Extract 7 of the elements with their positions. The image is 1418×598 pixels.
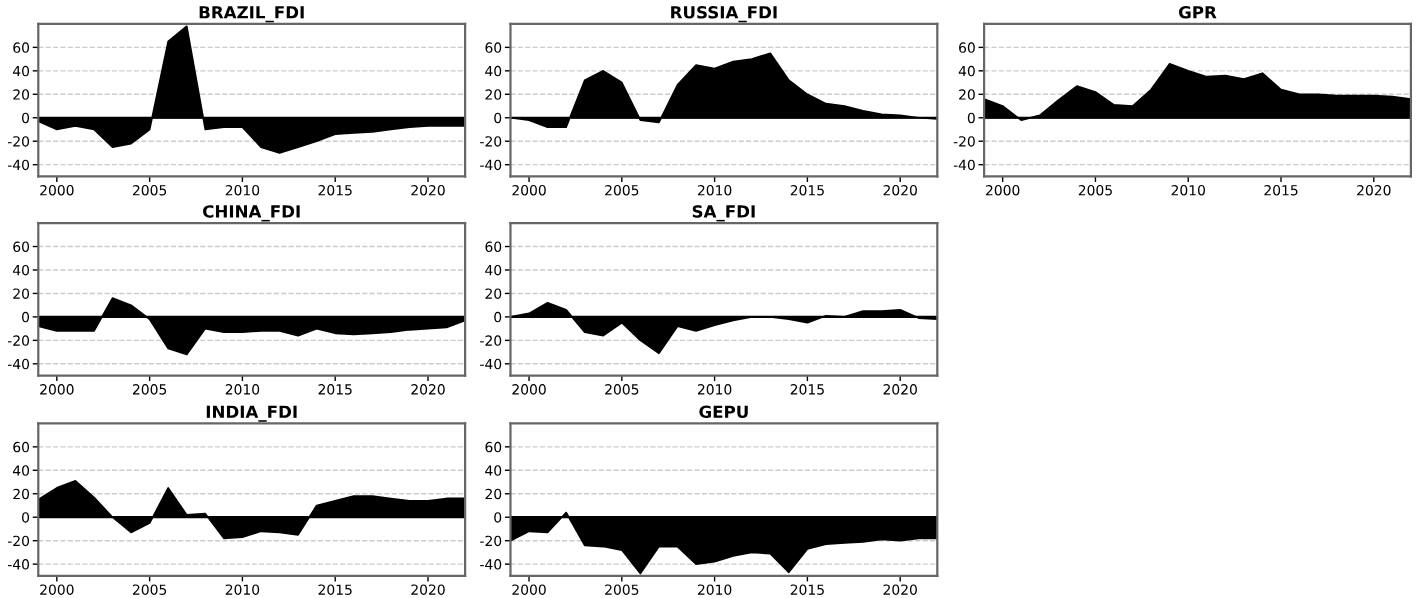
- chart-title: BRAZIL_FDI: [199, 6, 304, 23]
- chart-title: GPR: [1178, 5, 1217, 19]
- chart-title: SA_FDI: [692, 205, 755, 222]
- chart-title: CHINA_FDI: [203, 205, 300, 222]
- chart-title: INDIA_FDI: [206, 405, 297, 422]
- chart-title: RUSSIA_FDI: [671, 5, 777, 23]
- chart-title: GEPU: [699, 405, 748, 419]
